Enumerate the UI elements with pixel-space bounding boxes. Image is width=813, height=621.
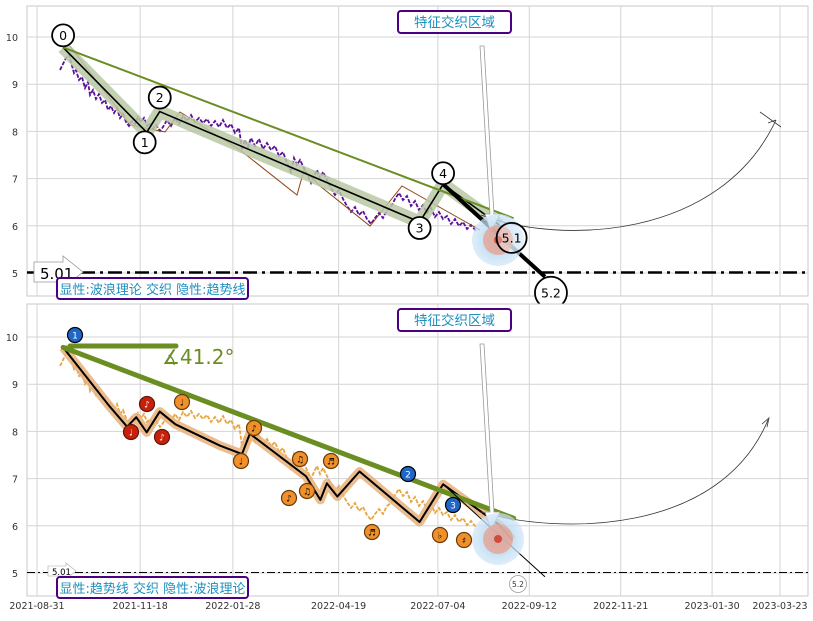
top-wave-labels: 0 1 2 3 4 5.1 5.2 xyxy=(51,23,568,310)
x-tick-label: 2022-04-19 xyxy=(311,601,366,612)
bottom-target-marker xyxy=(472,513,524,565)
wave-marker-orange: ♩ xyxy=(173,393,191,411)
bottom-y-tick-labels: 5 6 7 8 9 10 xyxy=(6,333,18,580)
wave-label-5.2: 5.2 xyxy=(534,275,568,310)
svg-text:♯: ♯ xyxy=(462,537,466,547)
svg-text:3: 3 xyxy=(450,502,456,512)
bottom-region-label-box: 特征交织区域 xyxy=(397,308,512,332)
wave-marker-orange: ♭ xyxy=(431,526,449,544)
wave-marker-red: ♩ xyxy=(122,423,140,441)
wave-label-3: 3 xyxy=(407,216,432,240)
svg-text:♪: ♪ xyxy=(251,425,257,435)
wave-marker-orange: ♪ xyxy=(245,419,263,437)
x-tick-label: 2023-03-23 xyxy=(752,601,807,612)
svg-text:♩: ♩ xyxy=(239,458,243,468)
bottom-projection-curve xyxy=(480,416,770,525)
y-tick-label: 6 xyxy=(12,522,18,533)
x-tick-label: 2022-01-28 xyxy=(205,601,260,612)
bottom-trend-line xyxy=(60,344,517,521)
svg-text:♬: ♬ xyxy=(327,458,335,468)
top-footer-label-box: 显性:波浪理论 交织 隐性:趋势线 xyxy=(56,277,249,300)
x-tick-label: 2022-07-04 xyxy=(410,601,465,612)
trend-badge-2: 2 xyxy=(399,465,417,483)
wave-marker-orange: ♯ xyxy=(455,531,473,549)
x-tick-label: 2022-09-12 xyxy=(502,601,557,612)
wave-marker-orange: ♬ xyxy=(322,452,340,470)
y-tick-label: 10 xyxy=(6,33,18,44)
y-tick-label: 8 xyxy=(12,127,18,138)
top-panel: 5 6 7 8 9 10 0 1 2 3 4 5.1 5.2 xyxy=(6,5,809,310)
top-y-tick-labels: 5 6 7 8 9 10 xyxy=(6,33,18,280)
x-tick-label: 2023-01-30 xyxy=(684,601,739,612)
wave-label-4: 4 xyxy=(431,161,456,186)
wave-label-1: 1 xyxy=(132,130,157,155)
bottom-footer-label: 显性:趋势线 交织 隐性:波浪理论 xyxy=(59,581,245,597)
y-tick-label: 9 xyxy=(12,380,18,391)
y-tick-label: 8 xyxy=(12,427,18,438)
wave-marker-orange: ♫ xyxy=(291,450,309,468)
wave-label-5.1: 5.1 xyxy=(495,222,528,254)
x-tick-label: 2021-08-31 xyxy=(9,601,64,612)
wave-marker-red: ♪ xyxy=(153,428,171,446)
x-tick-label: 2021-11-18 xyxy=(113,601,168,612)
y-tick-label: 9 xyxy=(12,80,18,91)
wave-marker-red: ♪ xyxy=(138,395,156,413)
svg-text:♫: ♫ xyxy=(296,456,304,466)
svg-text:♬: ♬ xyxy=(368,529,376,539)
bottom-support-marker: 5.01 xyxy=(47,562,77,580)
y-tick-label: 6 xyxy=(12,222,18,233)
svg-text:2: 2 xyxy=(156,90,164,105)
bottom-end-label: 5.2 xyxy=(512,580,524,589)
svg-text:3: 3 xyxy=(416,221,424,236)
wave-marker-orange: ♫ xyxy=(298,482,316,500)
y-tick-label: 10 xyxy=(6,333,18,344)
y-tick-label: 7 xyxy=(12,175,18,186)
x-axis-tick-labels: 2021-08-31 2021-11-18 2022-01-28 2022-04-19… xyxy=(9,601,807,612)
svg-text:1: 1 xyxy=(72,332,78,342)
bottom-footer-label-box: 显性:趋势线 交织 隐性:波浪理论 xyxy=(56,576,249,599)
top-trend-line xyxy=(62,46,514,220)
top-region-label-box: 特征交织区域 xyxy=(397,10,512,34)
bottom-region-label: 特征交织区域 xyxy=(414,312,495,329)
bottom-angle-label: ∡41.2° xyxy=(162,345,234,369)
trend-badge-3: 3 xyxy=(444,496,462,514)
svg-text:5.2: 5.2 xyxy=(541,285,561,300)
svg-text:♩: ♩ xyxy=(129,429,133,439)
bottom-end-marker: 5.2 xyxy=(509,575,527,593)
top-region-label: 特征交织区域 xyxy=(414,14,495,31)
svg-text:♭: ♭ xyxy=(438,532,442,542)
wave-label-2: 2 xyxy=(147,85,172,110)
svg-text:4: 4 xyxy=(439,166,447,181)
svg-text:♪: ♪ xyxy=(159,434,165,444)
wave-marker-orange: ♬ xyxy=(363,523,381,541)
wave-label-0: 0 xyxy=(51,23,76,48)
svg-text:2: 2 xyxy=(405,471,411,481)
x-tick-label: 2022-11-21 xyxy=(593,601,648,612)
top-plot-frame xyxy=(26,5,809,297)
svg-text:♪: ♪ xyxy=(286,495,292,505)
wave-marker-orange: ♪ xyxy=(280,489,298,507)
svg-text:0: 0 xyxy=(59,28,67,43)
wave-marker-orange: ♩ xyxy=(232,452,250,470)
y-tick-label: 5 xyxy=(12,569,18,580)
top-price-series xyxy=(59,53,477,232)
bottom-plot-frame xyxy=(26,303,809,597)
bottom-support-label: 5.01 xyxy=(52,568,71,578)
trend-badge-1: 1 xyxy=(66,326,84,344)
svg-text:♪: ♪ xyxy=(144,401,150,411)
svg-text:5.1: 5.1 xyxy=(502,230,522,245)
top-footer-label: 显性:波浪理论 交织 隐性:趋势线 xyxy=(59,282,245,298)
svg-text:♩: ♩ xyxy=(180,399,184,409)
bottom-wave-markers: ♩ ♪ ♪ ♩ ♩ ♪ ♪ ♫ ♫ ♬ ♬ ♭ ♯ 1 2 3 xyxy=(66,326,473,549)
svg-text:1: 1 xyxy=(141,135,149,150)
y-tick-label: 5 xyxy=(12,269,18,280)
y-tick-label: 7 xyxy=(12,475,18,486)
svg-text:♫: ♫ xyxy=(303,488,311,498)
